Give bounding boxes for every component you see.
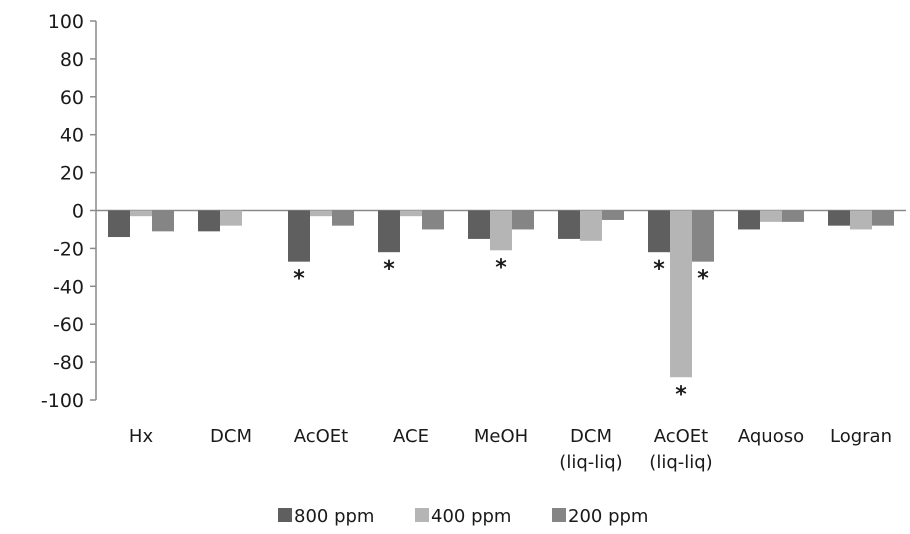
bar: [872, 210, 894, 226]
significance-markers: * * * * * *: [293, 255, 709, 407]
bar: [760, 210, 782, 222]
x-axis-labels: Hx DCM AcOEt ACE MeOH DCM (liq-liq) AcOEt (liq-l…: [129, 426, 892, 473]
bar: [602, 210, 624, 220]
y-tick-label: -20: [53, 238, 84, 260]
x-category-label: Hx: [129, 426, 154, 447]
legend-swatch: [278, 508, 292, 522]
legend-label: 200 ppm: [568, 506, 648, 527]
bar: [558, 210, 580, 239]
y-tick-label: -100: [41, 390, 84, 412]
significance-marker: *: [697, 267, 709, 292]
x-category-label: MeOH: [474, 426, 528, 447]
bar: [108, 210, 130, 238]
y-tick-label: -60: [53, 314, 84, 336]
bar: [648, 210, 670, 253]
bar: [670, 210, 692, 378]
y-tick-label: -80: [53, 352, 84, 374]
significance-marker: *: [293, 267, 305, 292]
y-tick-label: 40: [60, 125, 84, 147]
bar: [850, 210, 872, 230]
bar: [468, 210, 490, 239]
y-tick-label: 0: [72, 201, 84, 223]
bars: [108, 210, 894, 378]
x-category-label: (liq-liq): [559, 452, 622, 473]
bar: [152, 210, 174, 232]
y-tick-label: 80: [60, 49, 84, 71]
bar: [288, 210, 310, 262]
bar: [422, 210, 444, 230]
y-tick-label: 20: [60, 163, 84, 185]
x-category-label: Aquoso: [738, 426, 804, 447]
bar: [828, 210, 850, 226]
x-category-label: AcOEt: [654, 426, 709, 447]
bar: [378, 210, 400, 253]
legend-swatch: [552, 508, 566, 522]
legend: 800 ppm 400 ppm 200 ppm: [278, 506, 648, 527]
significance-marker: *: [675, 382, 687, 407]
bar: [692, 210, 714, 262]
significance-marker: *: [495, 255, 507, 280]
bar: [310, 210, 332, 217]
y-tick-label: -40: [53, 276, 84, 298]
bar: [198, 210, 220, 232]
x-category-label: DCM: [210, 426, 252, 447]
legend-swatch: [415, 508, 429, 522]
legend-label: 800 ppm: [294, 506, 374, 527]
bar: [220, 210, 242, 226]
x-category-label: Logran: [830, 426, 892, 447]
bar: [738, 210, 760, 230]
significance-marker: *: [383, 257, 395, 282]
x-category-label: ACE: [393, 426, 429, 447]
bar: [332, 210, 354, 226]
bar: [490, 210, 512, 251]
x-category-label: AcOEt: [294, 426, 349, 447]
bar: [580, 210, 602, 241]
bar: [400, 210, 422, 217]
bar: [782, 210, 804, 222]
y-tick-label: 60: [60, 87, 84, 109]
legend-label: 400 ppm: [431, 506, 511, 527]
significance-marker: *: [653, 257, 665, 282]
x-category-label: (liq-liq): [649, 452, 712, 473]
bar: [512, 210, 534, 230]
bar: [130, 210, 152, 217]
y-tick-label: 100: [48, 11, 84, 33]
x-category-label: DCM: [570, 426, 612, 447]
